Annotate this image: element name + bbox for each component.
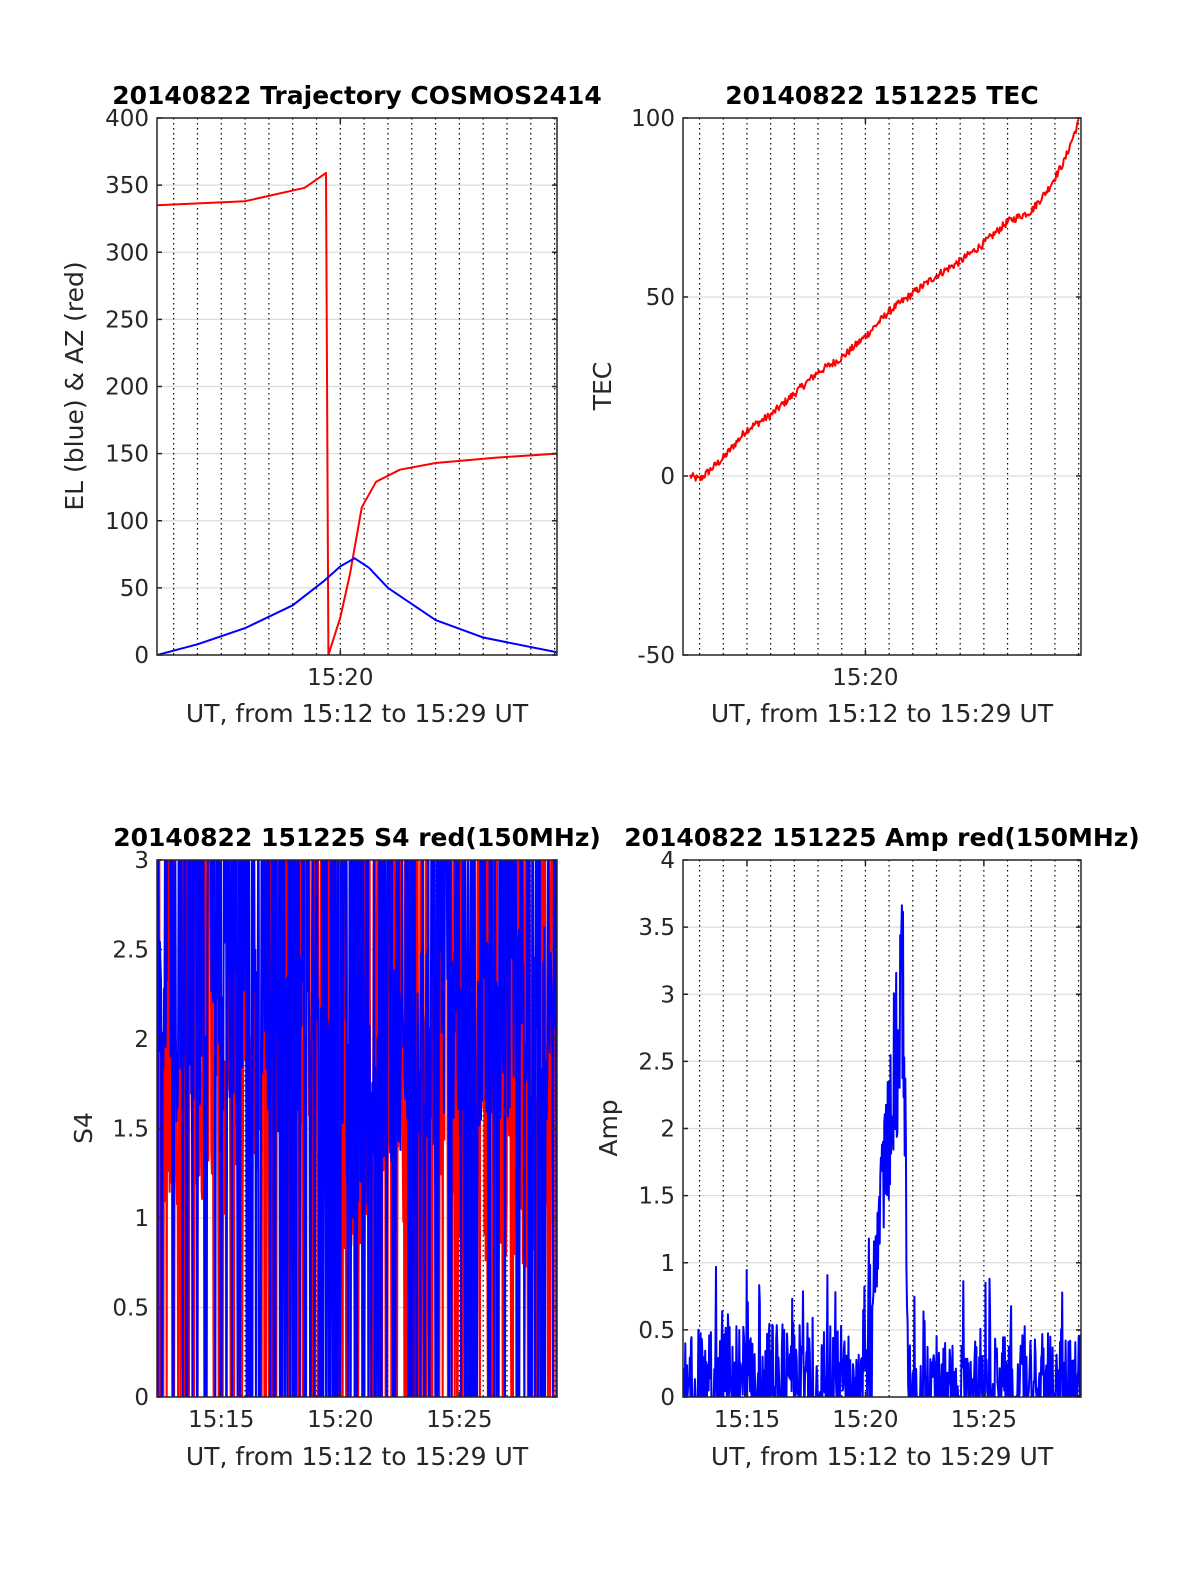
y-tick-label: 350 bbox=[105, 173, 149, 199]
series-group bbox=[157, 860, 557, 1397]
series-group bbox=[689, 119, 1080, 482]
y-tick-label: 3 bbox=[134, 848, 149, 874]
y-tick-label: 2 bbox=[660, 1117, 675, 1143]
y-tick-label: 250 bbox=[105, 307, 149, 333]
y-tick-label: 50 bbox=[120, 576, 149, 602]
panel-s4: 20140822 151225 S4 red(150MHz) UT, from … bbox=[69, 823, 601, 1471]
series-line-1 bbox=[157, 860, 557, 1397]
axes-box bbox=[682, 117, 1082, 656]
y-tick-label: 3.5 bbox=[638, 915, 675, 941]
x-axis-label: UT, from 15:12 to 15:29 UT bbox=[186, 1442, 529, 1471]
x-axis-label: UT, from 15:12 to 15:29 UT bbox=[711, 1442, 1054, 1471]
x-axis-label: UT, from 15:12 to 15:29 UT bbox=[186, 699, 529, 728]
y-tick-label: -50 bbox=[637, 643, 675, 669]
panel-tec: 20140822 151225 TEC UT, from 15:12 to 15… bbox=[588, 81, 1082, 728]
y-tick-label: 2.5 bbox=[638, 1049, 675, 1075]
y-tick-label: 300 bbox=[105, 240, 149, 266]
series-line-0 bbox=[683, 904, 1081, 1397]
y-axis-label: S4 bbox=[69, 1112, 98, 1144]
y-tick-label: 2 bbox=[134, 1027, 149, 1053]
y-axis-label: EL (blue) & AZ (red) bbox=[60, 261, 89, 510]
y-tick-label: 4 bbox=[660, 848, 675, 874]
x-tick-label: 15:20 bbox=[832, 1407, 898, 1433]
y-tick-label: 100 bbox=[631, 106, 675, 132]
y-tick-label: 0 bbox=[660, 464, 675, 490]
x-tick-label: 15:15 bbox=[188, 1407, 254, 1433]
y-tick-label: 0 bbox=[134, 1385, 149, 1411]
panel-title: 20140822 151225 Amp red(150MHz) bbox=[624, 823, 1140, 852]
x-tick-label: 15:20 bbox=[307, 665, 373, 691]
x-axis-label: UT, from 15:12 to 15:29 UT bbox=[711, 699, 1054, 728]
y-tick-label: 1.5 bbox=[638, 1184, 675, 1210]
y-tick-label: 200 bbox=[105, 375, 149, 401]
series-line-0 bbox=[157, 172, 557, 655]
series-group bbox=[157, 172, 557, 655]
y-tick-label: 0.5 bbox=[638, 1318, 675, 1344]
x-tick-label: 15:25 bbox=[951, 1407, 1017, 1433]
series-line-1 bbox=[157, 557, 557, 655]
panel-title: 20140822 151225 S4 red(150MHz) bbox=[113, 823, 601, 852]
y-tick-label: 1 bbox=[660, 1251, 675, 1277]
y-tick-label: 0 bbox=[134, 643, 149, 669]
y-tick-label: 3 bbox=[660, 982, 675, 1008]
panel-title: 20140822 151225 TEC bbox=[725, 81, 1038, 110]
y-tick-label: 0.5 bbox=[112, 1296, 149, 1322]
y-axis-label: Amp bbox=[594, 1099, 623, 1156]
y-tick-label: 50 bbox=[646, 285, 675, 311]
x-tick-label: 15:20 bbox=[307, 1407, 373, 1433]
panel-amp: 20140822 151225 Amp red(150MHz) UT, from… bbox=[594, 823, 1140, 1471]
x-tick-label: 15:25 bbox=[426, 1407, 492, 1433]
y-tick-label: 1.5 bbox=[112, 1117, 149, 1143]
series-line-0 bbox=[689, 119, 1080, 482]
y-tick-label: 400 bbox=[105, 106, 149, 132]
y-tick-label: 100 bbox=[105, 509, 149, 535]
series-group bbox=[683, 904, 1081, 1397]
y-tick-label: 1 bbox=[134, 1206, 149, 1232]
panel-title: 20140822 Trajectory COSMOS2414 bbox=[112, 81, 602, 110]
y-tick-label: 2.5 bbox=[112, 938, 149, 964]
plot-area bbox=[683, 118, 1081, 655]
x-tick-label: 15:20 bbox=[832, 665, 898, 691]
y-tick-label: 0 bbox=[660, 1385, 675, 1411]
panel-trajectory: 20140822 Trajectory COSMOS2414 UT, from … bbox=[60, 81, 602, 728]
x-tick-label: 15:15 bbox=[714, 1407, 780, 1433]
y-axis-label: TEC bbox=[588, 362, 617, 412]
y-tick-label: 150 bbox=[105, 442, 149, 468]
